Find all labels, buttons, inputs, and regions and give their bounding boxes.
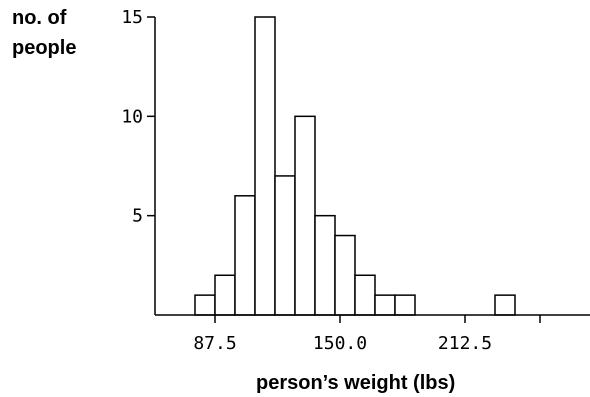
axis-labels: no. of people person’s weight (lbs)	[12, 7, 455, 394]
x-tick-label: 87.5	[193, 333, 236, 354]
histogram-bar	[394, 294, 416, 316]
histogram-bar	[494, 294, 516, 316]
axes-layer	[154, 17, 590, 316]
x-tick-label: 150.0	[313, 333, 367, 354]
y-tick-label: 5	[132, 206, 143, 227]
y-axis-label-line-1: no. of	[12, 7, 67, 29]
x-axis-label: person’s weight (lbs)	[256, 372, 455, 394]
y-tick-label: 15	[121, 7, 143, 28]
histogram-bar	[234, 195, 256, 316]
histogram-bar	[274, 175, 296, 316]
histogram-bar	[194, 294, 216, 316]
y-axis-label-line-2: people	[12, 37, 76, 59]
y-tick-label: 10	[121, 106, 143, 127]
histogram-bar	[314, 214, 336, 316]
histogram-bar	[294, 115, 316, 316]
histogram-bar	[374, 294, 396, 316]
histogram-bar	[254, 16, 276, 316]
histogram-bar	[334, 234, 356, 316]
ticks-layer: 87.5 150.0 212.5 5 10 15	[121, 7, 541, 354]
bars-layer	[194, 16, 516, 316]
histogram-bar	[354, 274, 376, 316]
histogram-bar	[214, 274, 236, 316]
x-tick-label: 212.5	[438, 333, 492, 354]
